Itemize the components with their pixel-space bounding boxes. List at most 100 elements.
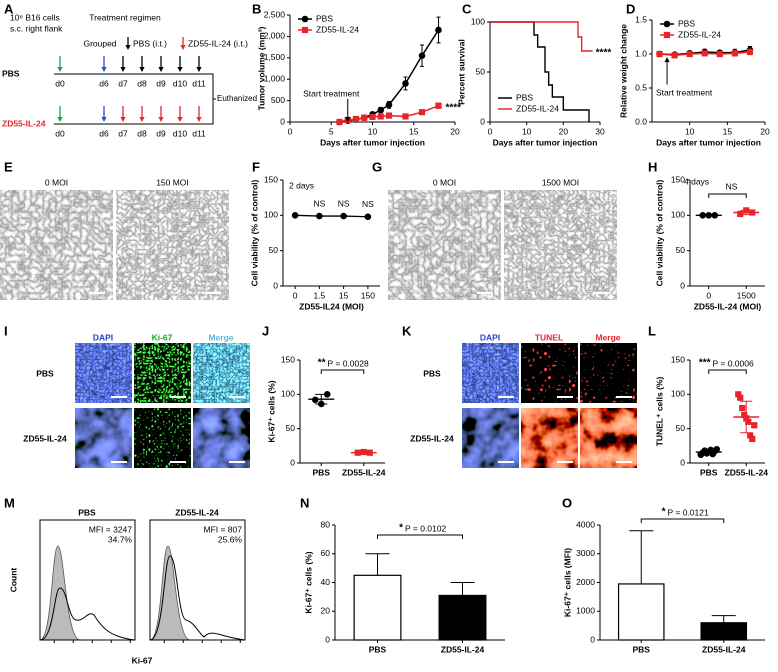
day-label: d8 — [137, 128, 147, 138]
row-label: ZD55-IL-24 — [410, 433, 454, 443]
y-tick-label: 3000 — [576, 548, 595, 558]
x-tick-label: 0 — [293, 290, 298, 300]
arrow-head — [101, 117, 107, 122]
survival-curve — [490, 21, 593, 52]
arrow-head — [158, 67, 164, 72]
legend-label: PBS — [316, 13, 333, 23]
marker — [402, 113, 409, 120]
isotype-histogram — [149, 545, 191, 641]
y-tick-label: 0.5 — [635, 82, 647, 92]
y-tick-label: 0 — [680, 280, 685, 290]
label: Grouped — [83, 38, 116, 48]
x-tick-label: 20 — [450, 126, 460, 136]
y-tick-label: 150 — [671, 174, 685, 184]
y-tick-label: 0 — [280, 116, 285, 126]
annotation: NS — [338, 198, 350, 208]
day-label: d7 — [118, 128, 128, 138]
annotation: Start treatment — [303, 88, 360, 98]
micrograph — [116, 190, 229, 300]
arrow-head — [120, 117, 126, 122]
arrow-head — [158, 117, 164, 122]
y-tick-label: 150 — [671, 354, 685, 364]
marker — [686, 50, 693, 58]
x-tick-label: 150 — [361, 290, 375, 300]
error-bar — [702, 449, 715, 455]
percent-label: 25.6% — [218, 534, 243, 544]
arrow-head — [196, 117, 202, 122]
y-axis-label: Cell viability (% of control) — [249, 179, 259, 286]
error-bar — [711, 615, 736, 623]
error-bar — [357, 451, 370, 454]
x-axis-label: Days after tumor injection — [320, 137, 425, 147]
y-tick-label: 4000 — [576, 519, 595, 529]
y-tick-label: 0 — [480, 116, 485, 126]
marker — [385, 112, 393, 119]
panel-letter: G — [372, 159, 382, 174]
y-axis-label: Ki-67⁺ cells (%) — [266, 380, 276, 442]
error-bar — [315, 393, 328, 405]
panel-letter: A — [4, 1, 14, 16]
error-bar — [629, 530, 654, 584]
error-bar — [740, 400, 753, 434]
day-label: d9 — [156, 128, 166, 138]
y-tick-label: 0 — [290, 457, 295, 467]
marker — [745, 418, 752, 425]
marker — [716, 50, 723, 58]
marker — [369, 113, 376, 120]
x-tick-label: ZD55-IL-24 — [702, 644, 746, 654]
micrograph — [580, 343, 637, 403]
x-tick-label: 15 — [339, 290, 349, 300]
y-tick-label: 50 — [676, 423, 686, 433]
panel-letter: O — [562, 495, 572, 510]
image-label: 0 MOI — [433, 177, 456, 187]
x-tick-label: 0 — [288, 126, 293, 136]
marker — [737, 394, 744, 401]
annotation: P = 0.0121 — [668, 507, 709, 517]
marker — [418, 109, 426, 116]
row-label: PBS — [423, 368, 441, 378]
bracket — [207, 73, 216, 125]
marker — [385, 101, 393, 109]
legend-marker — [663, 20, 671, 28]
y-tick-label: 100 — [471, 16, 485, 26]
arrow-head — [139, 117, 145, 122]
row-label: PBS — [36, 368, 54, 378]
annotation: P = 0.0006 — [713, 358, 754, 368]
label: PBS (i.t.) — [133, 38, 167, 48]
label: Euthanized — [217, 94, 257, 103]
micrograph — [134, 408, 191, 468]
panel-letter: L — [648, 323, 656, 338]
legend-label: ZD55-IL-24 — [316, 24, 359, 34]
y-tick-label: 1,000 — [264, 73, 286, 83]
y-tick-label: 1.0 — [635, 48, 647, 58]
x-tick-label: 10 — [522, 126, 532, 136]
marker — [671, 52, 678, 59]
x-tick-label: 20 — [559, 126, 569, 136]
y-tick-label: 0 — [590, 634, 595, 644]
annotation: P = 0.0102 — [405, 523, 446, 533]
marker — [713, 445, 721, 453]
panel-letter: E — [4, 159, 13, 174]
y-axis-label: Ki-67⁺ cells (%) — [303, 551, 313, 613]
bar — [700, 622, 748, 641]
y-tick-label: 100 — [671, 389, 685, 399]
micrograph — [75, 408, 132, 468]
arrow-head — [57, 67, 63, 72]
arrow-head — [196, 67, 202, 72]
micrograph — [193, 408, 250, 468]
annotation: * — [399, 523, 403, 534]
marker — [340, 212, 347, 220]
x-tick-label: 15 — [723, 126, 733, 136]
error-bar — [450, 582, 475, 596]
panel-letter: B — [252, 1, 261, 16]
marker — [749, 435, 756, 443]
micrograph — [0, 190, 113, 300]
histogram-frame — [39, 519, 136, 641]
annotation: **** — [446, 102, 462, 113]
marker — [739, 404, 746, 412]
legend-label: ZD55-IL-24 — [516, 103, 559, 113]
column-label: DAPI — [480, 332, 500, 342]
annotation: 4 days — [684, 176, 709, 186]
error-bar — [365, 553, 390, 576]
x-tick-label: 0 — [488, 126, 493, 136]
